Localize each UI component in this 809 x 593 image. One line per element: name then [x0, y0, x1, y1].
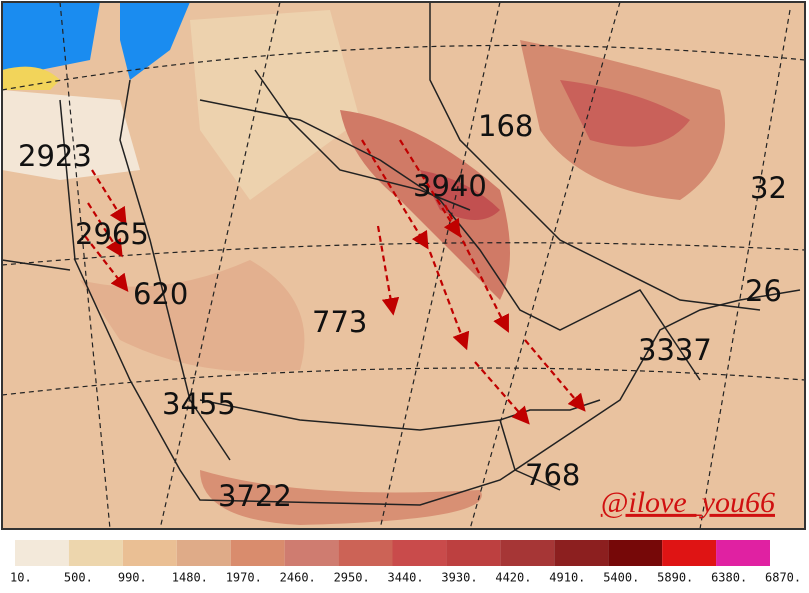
- colorbar-swatch: [122, 540, 177, 566]
- colorbar-swatch: [500, 540, 555, 566]
- arrows: [84, 139, 586, 425]
- colorbar-label: 10.: [10, 571, 32, 585]
- borders: [1, 2, 801, 506]
- colorbar-label: 2460.: [280, 571, 316, 585]
- map-label: 3455: [162, 387, 236, 421]
- colorbar-swatch: [68, 540, 123, 566]
- colorbar-swatch: [716, 540, 770, 566]
- colorbar-label: 5890.: [657, 571, 693, 585]
- map-frame: [1, 1, 806, 530]
- sea: [120, 2, 190, 80]
- colorbar-swatch: [338, 540, 393, 566]
- map-label: 26: [745, 274, 782, 308]
- high-region: [340, 110, 510, 300]
- colorbar-label: 6870.: [765, 571, 801, 585]
- colorbar-label: 2950.: [334, 571, 370, 585]
- map-label: 768: [525, 458, 580, 492]
- map-label: 773: [312, 305, 367, 339]
- map-label: 2965: [75, 217, 149, 251]
- sea-edge: [2, 66, 60, 90]
- low-region: [190, 10, 360, 200]
- colorbar-swatch: [554, 540, 609, 566]
- low-region: [2, 90, 140, 180]
- map-label: 2923: [18, 139, 92, 173]
- colorbar-swatch: [662, 540, 717, 566]
- colorbar-label: 500.: [64, 571, 93, 585]
- colorbar-label: 4420.: [495, 571, 531, 585]
- colorbar-label: 4910.: [549, 571, 585, 585]
- mid-region: [80, 260, 305, 372]
- colorbar-label: 1480.: [172, 571, 208, 585]
- colorbar-label: 990.: [118, 571, 147, 585]
- colorbar-label: 5400.: [603, 571, 639, 585]
- map-label: 3940: [413, 169, 487, 203]
- map-label: 620: [133, 277, 188, 311]
- map-labels: 2923 2965 620 168 3940 773 3337 3455 3722 768 32 26: [18, 109, 787, 513]
- colorbar-label: 3930.: [441, 571, 477, 585]
- map-label: 3722: [218, 479, 292, 513]
- map-label: 32: [750, 171, 787, 205]
- colorbar-swatch: [392, 540, 447, 566]
- map-label: 3337: [638, 333, 712, 367]
- map-area: 2923 2965 620 168 3940 773 3337 3455 3722 768 32 26…: [1, 1, 806, 530]
- map-label: 168: [478, 109, 533, 143]
- colorbar-label: 3440.: [388, 571, 424, 585]
- graticule: [1, 1, 806, 530]
- colorbar-swatch: [446, 540, 501, 566]
- sea: [2, 2, 100, 80]
- colorbar-swatch: [608, 540, 663, 566]
- colorbar: 10. 500. 990. 1480. 1970. 2460. 2950. 3440. 3930…: [10, 540, 801, 585]
- peak-region: [420, 170, 500, 220]
- colorbar-swatch: [15, 540, 69, 566]
- colorbar-swatch: [176, 540, 231, 566]
- high-region: [200, 470, 482, 525]
- peak-region: [560, 80, 690, 147]
- colorbar-label: 6380.: [711, 571, 747, 585]
- colorbar-label: 1970.: [226, 571, 262, 585]
- colorbar-swatch: [284, 540, 339, 566]
- colorbar-swatch: [230, 540, 285, 566]
- watermark: @ilove_you66: [601, 486, 775, 519]
